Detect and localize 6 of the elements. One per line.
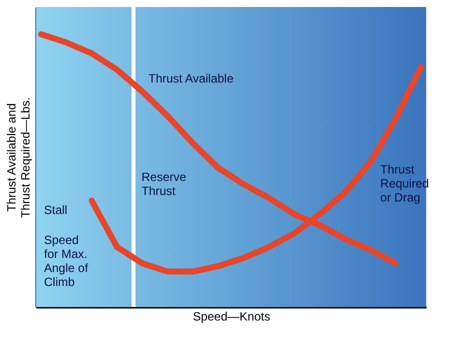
- x-axis-title: Speed—Knots: [192, 310, 270, 324]
- annotation: Reserve Thrust: [142, 170, 187, 198]
- annotation: Speed for Max. Angle of Climb: [44, 233, 89, 289]
- series-label: Thrust Available: [148, 72, 234, 86]
- y-axis-title: Thrust Available and Thrust Required—Lbs.: [4, 97, 32, 218]
- annotation: Stall: [44, 203, 68, 217]
